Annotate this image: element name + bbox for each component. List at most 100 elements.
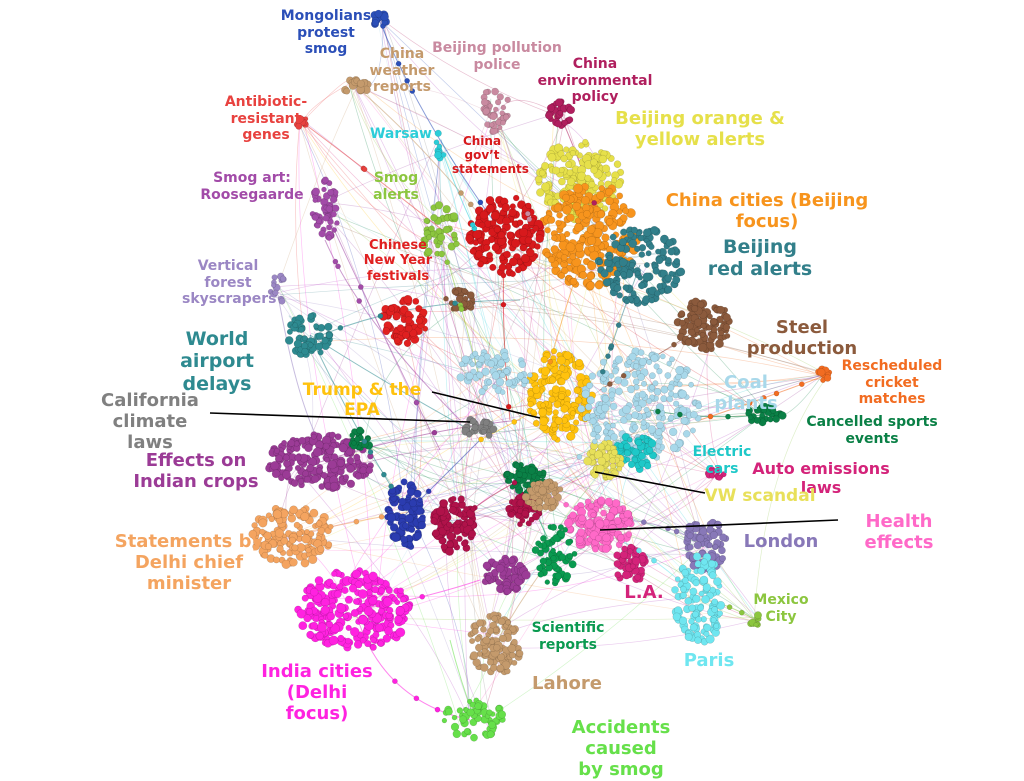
graph-node [601, 164, 611, 173]
graph-node [469, 638, 476, 644]
label-accidents: Accidents caused by smog [571, 717, 671, 781]
graph-node [478, 388, 486, 396]
graph-node [403, 339, 412, 348]
graph-node [539, 557, 547, 565]
graph-node [298, 621, 308, 631]
graph-node [331, 204, 340, 213]
graph-edge [485, 535, 714, 720]
graph-node [583, 456, 593, 466]
graph-node [521, 570, 531, 580]
graph-node [336, 458, 345, 467]
graph-node [293, 339, 303, 348]
graph-node [442, 225, 451, 234]
graph-node [309, 508, 319, 518]
graph-node [631, 556, 641, 566]
graph-node [472, 350, 479, 357]
graph-node [458, 361, 465, 368]
graph-node [459, 715, 467, 724]
graph-node [612, 367, 619, 375]
graph-node [565, 160, 573, 169]
graph-node [408, 526, 416, 533]
graph-node [562, 193, 570, 202]
label-coal: Coal plants [714, 372, 778, 415]
graph-node [689, 623, 698, 632]
graph-edge [380, 467, 612, 603]
graph-node [388, 483, 394, 490]
graph-node [480, 626, 487, 633]
graph-node [404, 316, 413, 325]
graph-node [555, 219, 562, 227]
graph-node [434, 706, 441, 713]
graph-node [701, 595, 710, 604]
graph-node [540, 402, 546, 409]
graph-node [587, 261, 597, 271]
graph-node [645, 250, 652, 257]
graph-node [549, 523, 558, 531]
label-weather: China weather reports [369, 46, 435, 96]
graph-node [449, 212, 459, 221]
graph-node [635, 438, 643, 447]
graph-node [637, 373, 645, 382]
graph-node [511, 220, 518, 227]
graph-node [485, 432, 493, 439]
graph-node [691, 305, 699, 313]
graph-node [610, 433, 618, 441]
graph-node [532, 225, 540, 232]
graph-edge [305, 139, 439, 450]
graph-node [719, 554, 727, 562]
graph-node [623, 442, 631, 451]
graph-node [509, 270, 516, 278]
graph-node [525, 520, 532, 527]
graph-node [320, 598, 330, 607]
graph-node [306, 464, 315, 472]
graph-node [550, 547, 556, 554]
graph-node [563, 572, 572, 580]
graph-edge [279, 289, 461, 726]
graph-node [468, 530, 477, 538]
graph-node [304, 443, 313, 453]
graph-node [767, 416, 774, 423]
graph-node [486, 730, 495, 739]
graph-node [531, 546, 540, 554]
graph-node [565, 242, 576, 253]
graph-node [609, 457, 616, 465]
graph-node [544, 226, 551, 234]
graph-node [607, 381, 613, 387]
graph-node [616, 465, 623, 472]
graph-node [321, 176, 329, 184]
graph-node [532, 419, 540, 427]
graph-node [544, 579, 551, 585]
graph-node [591, 200, 598, 206]
graph-edge [500, 236, 771, 416]
graph-node [643, 406, 650, 413]
graph-node [466, 431, 473, 438]
graph-node [354, 472, 363, 480]
graph-node [708, 559, 716, 568]
graph-node [472, 658, 481, 667]
graph-node [692, 594, 701, 603]
graph-node [587, 236, 597, 246]
graph-edge [573, 260, 711, 539]
graph-node [577, 404, 586, 413]
graph-node [467, 201, 474, 208]
graph-node [433, 139, 440, 146]
graph-node [566, 431, 576, 441]
graph-node [671, 341, 677, 348]
graph-node [573, 419, 580, 426]
graph-node [601, 205, 609, 212]
graph-node [656, 421, 664, 429]
graph-node [505, 379, 513, 387]
graph-node [654, 290, 661, 297]
graph-node [402, 522, 410, 530]
graph-node [430, 517, 438, 525]
graph-node [566, 105, 576, 115]
graph-node [493, 644, 501, 652]
graph-edge [373, 459, 606, 599]
graph-node [683, 430, 691, 438]
graph-node [413, 532, 422, 541]
graph-node [707, 413, 714, 420]
graph-node [320, 471, 328, 479]
graph-node [521, 377, 529, 384]
graph-node [708, 571, 717, 580]
graph-node [476, 619, 484, 627]
